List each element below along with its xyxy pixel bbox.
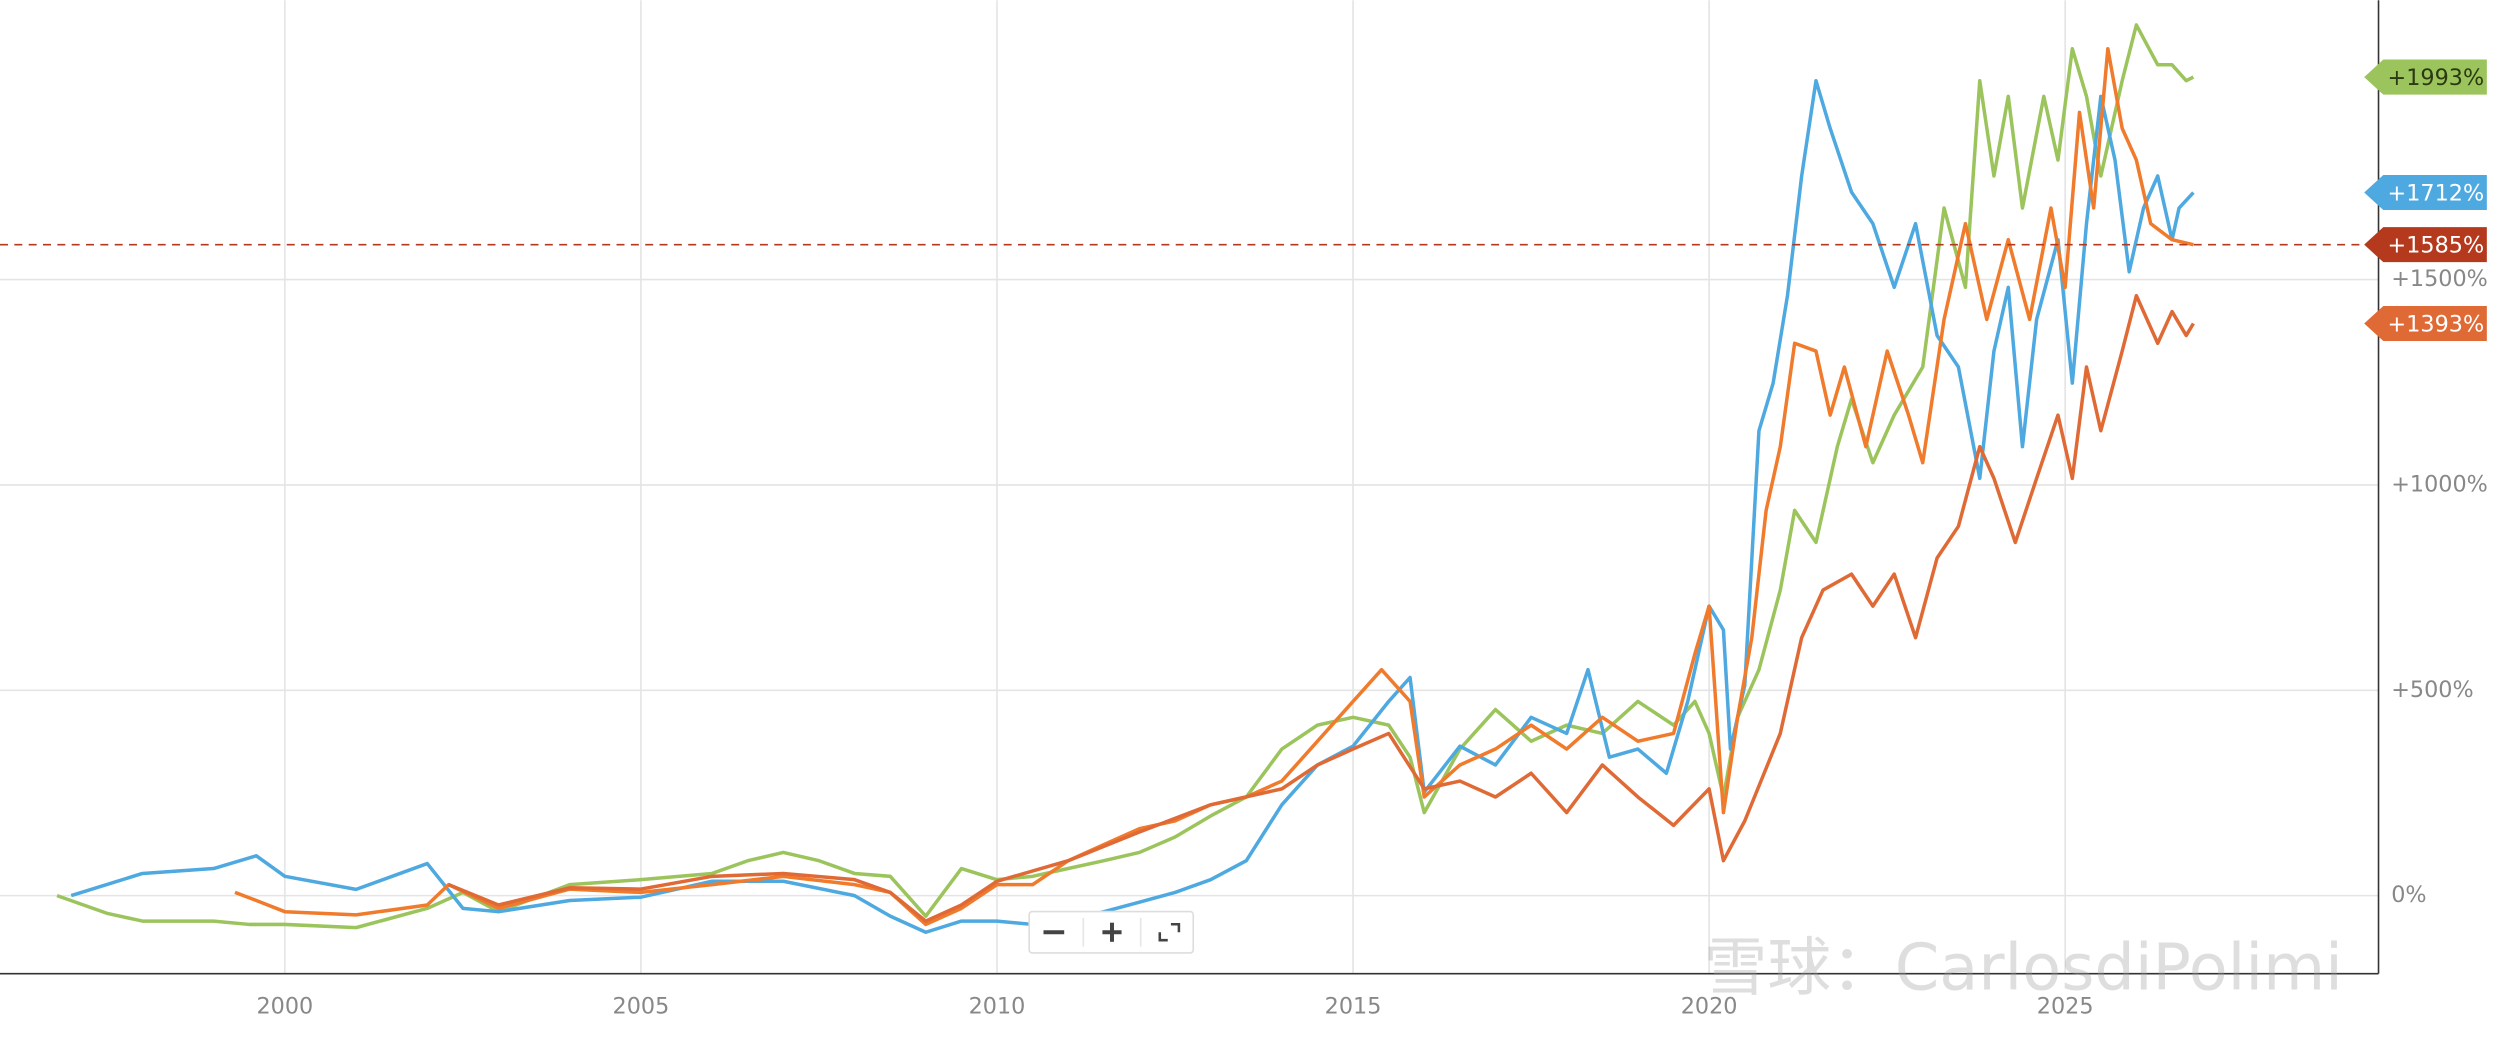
series-line bbox=[70, 78, 2195, 934]
series-line bbox=[234, 46, 2194, 927]
x-tick-label: 2020 bbox=[1681, 994, 1738, 1020]
x-tick-label: 2015 bbox=[1325, 994, 1382, 1020]
series-line bbox=[447, 293, 2195, 923]
series-line bbox=[56, 23, 2195, 930]
value-tag bbox=[2364, 59, 2487, 95]
value-tag bbox=[2364, 305, 2487, 342]
x-tick-label: 2000 bbox=[256, 994, 313, 1020]
value-tag-label: +1585% bbox=[2388, 233, 2485, 259]
x-tick-label: 2010 bbox=[969, 994, 1026, 1020]
value-tag bbox=[2364, 174, 2487, 211]
plot: 0% +500% +1000% +1500% 2000 2005 2010 2015 2020 2… bbox=[0, 0, 2488, 1020]
x-tick-label: 2005 bbox=[613, 994, 670, 1020]
x-tick-label: 2025 bbox=[2037, 994, 2094, 1020]
fullscreen[interactable] bbox=[1158, 923, 1181, 942]
y-tick-label: +500% bbox=[2391, 677, 2473, 703]
y-tick-label: 0% bbox=[2391, 882, 2426, 908]
value-tag-label: +1712% bbox=[2388, 181, 2485, 207]
zoom-controls[interactable] bbox=[1028, 910, 1195, 954]
value-tag-label: +1393% bbox=[2388, 312, 2485, 338]
y-tick-label: +1000% bbox=[2391, 471, 2488, 497]
watermark: 雪球：CarlosdiPolimi bbox=[1704, 932, 2343, 1006]
y-tick-label: +1500% bbox=[2391, 266, 2488, 292]
value-tag-label: +1993% bbox=[2388, 65, 2485, 91]
value-tag bbox=[2364, 227, 2487, 263]
